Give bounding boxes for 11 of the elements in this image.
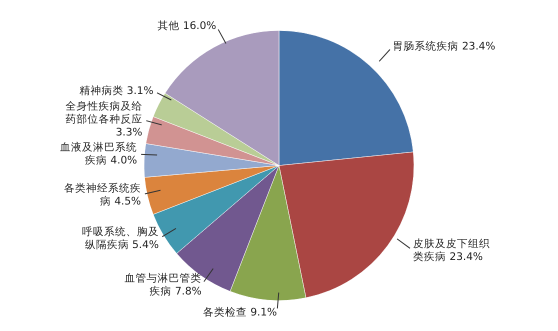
slice-label: 血管与淋巴管类疾病 7.8% (124, 271, 202, 298)
slice-label: 各类神经系统疾病 4.5% (64, 181, 142, 208)
slice-label: 各类检查 9.1% (203, 305, 278, 318)
slice-label: 呼吸系统、胸及纵隔疾病 5.4% (82, 225, 159, 252)
slice-label: 精神病类 3.1% (79, 84, 154, 97)
slice-label: 其他 16.0% (158, 18, 216, 32)
slice-label: 皮肤及皮下组织类疾病 23.4% (413, 237, 490, 264)
data-label: 3.3% (116, 126, 142, 139)
slice-label: 血液及淋巴系统疾病 4.0% (60, 140, 138, 167)
slice-label: 全身性疾病及给药部位各种反应 (65, 100, 142, 126)
slice-label: 胃肠系统疾病 23.4% (392, 40, 496, 53)
